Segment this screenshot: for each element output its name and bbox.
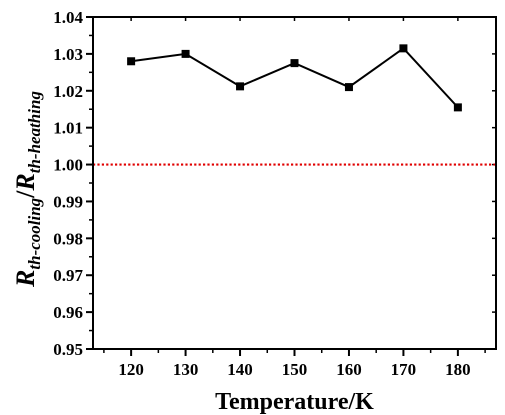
y-tick-label: 0.96 — [53, 303, 83, 322]
x-tick-label: 130 — [173, 360, 199, 379]
x-tick-label: 180 — [445, 360, 471, 379]
data-point — [127, 57, 136, 66]
y-axis-title-main2: R — [11, 173, 40, 191]
y-tick-label: 0.99 — [53, 192, 83, 211]
y-tick-label: 1.03 — [53, 45, 83, 64]
y-axis-ticks: 0.95 0.96 0.97 0.98 0.99 1.00 1.01 1.02 1.03 1.04 — [53, 8, 496, 359]
x-tick-label: 150 — [282, 360, 308, 379]
x-axis-title: Temperature/K — [215, 389, 374, 415]
data-point — [290, 59, 299, 68]
data-point — [236, 82, 245, 91]
y-tick-label: 0.95 — [53, 340, 83, 359]
y-axis-title-sep: / — [11, 190, 40, 199]
y-tick-label: 1.04 — [53, 8, 83, 27]
y-tick-label: 0.97 — [53, 266, 83, 285]
x-tick-label: 140 — [227, 360, 253, 379]
y-tick-label: 1.00 — [53, 156, 83, 175]
y-axis-title: Rth-cooling/Rth-heathing — [11, 91, 44, 288]
plot-frame — [92, 16, 497, 350]
x-tick-label: 120 — [118, 360, 144, 379]
data-point — [344, 83, 353, 92]
x-tick-label: 160 — [336, 360, 362, 379]
y-axis-title-sub2: th-heathing — [25, 91, 44, 174]
x-axis-ticks: 120 130 140 150 160 170 180 — [103, 17, 486, 379]
y-axis-title-sub1: th-cooling — [25, 197, 44, 269]
data-point — [399, 44, 408, 53]
y-axis-title-main: R — [11, 270, 40, 288]
data-point — [453, 103, 462, 112]
y-tick-label: 0.98 — [53, 229, 83, 248]
data-point — [181, 49, 190, 58]
series-line — [130, 47, 459, 109]
y-tick-label: 1.02 — [53, 82, 83, 101]
y-tick-label: 1.01 — [53, 119, 83, 138]
series-group — [127, 44, 462, 112]
x-tick-label: 170 — [391, 360, 417, 379]
